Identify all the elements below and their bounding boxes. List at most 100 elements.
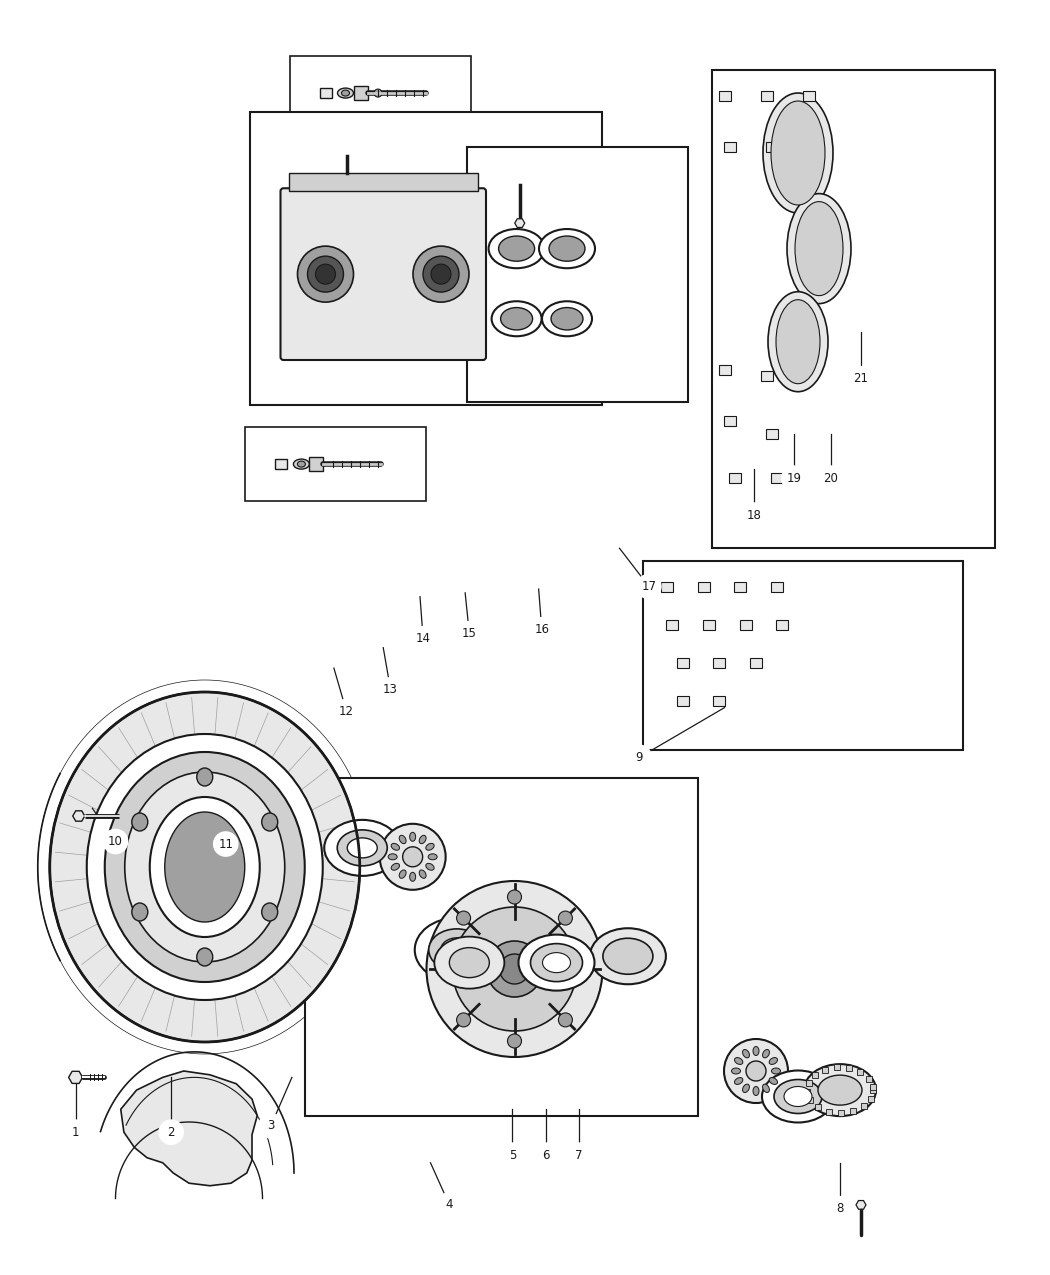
Circle shape <box>530 618 553 641</box>
Ellipse shape <box>771 101 825 205</box>
Ellipse shape <box>770 1057 777 1065</box>
Text: 8: 8 <box>836 1202 844 1215</box>
Ellipse shape <box>762 1084 770 1093</box>
Circle shape <box>335 700 358 723</box>
Bar <box>834 1065 840 1070</box>
Bar <box>713 658 726 668</box>
Bar <box>245 427 426 501</box>
Bar <box>734 581 747 592</box>
Polygon shape <box>514 219 525 227</box>
Ellipse shape <box>732 1068 740 1074</box>
Ellipse shape <box>308 256 343 292</box>
Circle shape <box>379 678 402 701</box>
Ellipse shape <box>399 870 406 878</box>
Ellipse shape <box>542 301 592 337</box>
Ellipse shape <box>399 835 406 844</box>
Bar <box>713 696 726 706</box>
Ellipse shape <box>341 91 350 96</box>
Circle shape <box>849 367 873 390</box>
Text: 9: 9 <box>635 751 644 764</box>
Ellipse shape <box>488 230 545 268</box>
Bar <box>861 1103 866 1109</box>
Ellipse shape <box>507 890 522 904</box>
Ellipse shape <box>746 1061 766 1081</box>
Bar <box>760 371 773 381</box>
Ellipse shape <box>770 1077 777 1085</box>
Ellipse shape <box>49 692 360 1042</box>
Ellipse shape <box>38 680 372 1054</box>
Polygon shape <box>68 1071 83 1084</box>
Text: 5: 5 <box>508 1149 517 1162</box>
Circle shape <box>214 833 237 856</box>
Ellipse shape <box>539 230 595 268</box>
Ellipse shape <box>603 938 653 974</box>
Bar <box>771 473 783 483</box>
Bar <box>723 142 736 152</box>
Bar <box>718 91 731 101</box>
Bar <box>702 620 715 630</box>
Text: 2: 2 <box>167 1126 175 1139</box>
Bar <box>729 473 741 483</box>
Text: 18: 18 <box>747 509 761 521</box>
Ellipse shape <box>413 246 469 302</box>
Ellipse shape <box>315 264 336 284</box>
Circle shape <box>534 1144 558 1167</box>
Ellipse shape <box>530 944 583 982</box>
Ellipse shape <box>784 1086 812 1107</box>
Ellipse shape <box>337 88 354 98</box>
Text: 13: 13 <box>383 683 398 696</box>
Bar <box>771 581 783 592</box>
Ellipse shape <box>735 1077 742 1085</box>
Circle shape <box>458 622 481 645</box>
Ellipse shape <box>580 963 593 975</box>
Polygon shape <box>72 811 85 821</box>
Text: 4: 4 <box>445 1198 454 1211</box>
Ellipse shape <box>436 963 449 975</box>
Circle shape <box>501 1144 524 1167</box>
Bar <box>467 147 688 402</box>
Bar <box>765 142 778 152</box>
Ellipse shape <box>559 912 572 926</box>
Ellipse shape <box>196 949 213 966</box>
Ellipse shape <box>426 843 434 850</box>
Text: 20: 20 <box>823 472 838 484</box>
Bar <box>850 1108 857 1114</box>
Bar <box>805 1080 812 1086</box>
Text: 14: 14 <box>416 632 430 645</box>
Bar <box>838 1111 844 1116</box>
Ellipse shape <box>500 954 529 984</box>
Bar <box>865 1076 871 1081</box>
Bar <box>857 1068 863 1075</box>
Ellipse shape <box>491 301 542 337</box>
Bar <box>739 620 752 630</box>
Bar <box>676 658 689 668</box>
Ellipse shape <box>423 256 459 292</box>
Ellipse shape <box>380 824 445 890</box>
Ellipse shape <box>297 246 354 302</box>
Text: 21: 21 <box>854 372 868 385</box>
Ellipse shape <box>551 307 583 330</box>
Ellipse shape <box>430 264 452 284</box>
Ellipse shape <box>735 1057 742 1065</box>
Ellipse shape <box>374 89 382 97</box>
Text: 19: 19 <box>786 472 801 484</box>
Ellipse shape <box>87 734 322 1000</box>
Bar <box>310 458 323 470</box>
Ellipse shape <box>388 854 397 859</box>
Ellipse shape <box>261 813 277 831</box>
Ellipse shape <box>499 236 534 261</box>
Circle shape <box>828 1197 852 1220</box>
Ellipse shape <box>774 1080 822 1113</box>
Ellipse shape <box>768 292 828 391</box>
Ellipse shape <box>402 847 423 867</box>
Circle shape <box>637 575 660 598</box>
Bar <box>802 91 815 101</box>
Ellipse shape <box>795 201 843 296</box>
Ellipse shape <box>549 236 585 261</box>
Bar <box>815 1104 821 1111</box>
Circle shape <box>259 1114 282 1137</box>
Ellipse shape <box>105 752 304 982</box>
Ellipse shape <box>125 771 285 963</box>
Circle shape <box>742 504 765 527</box>
Ellipse shape <box>788 194 850 303</box>
